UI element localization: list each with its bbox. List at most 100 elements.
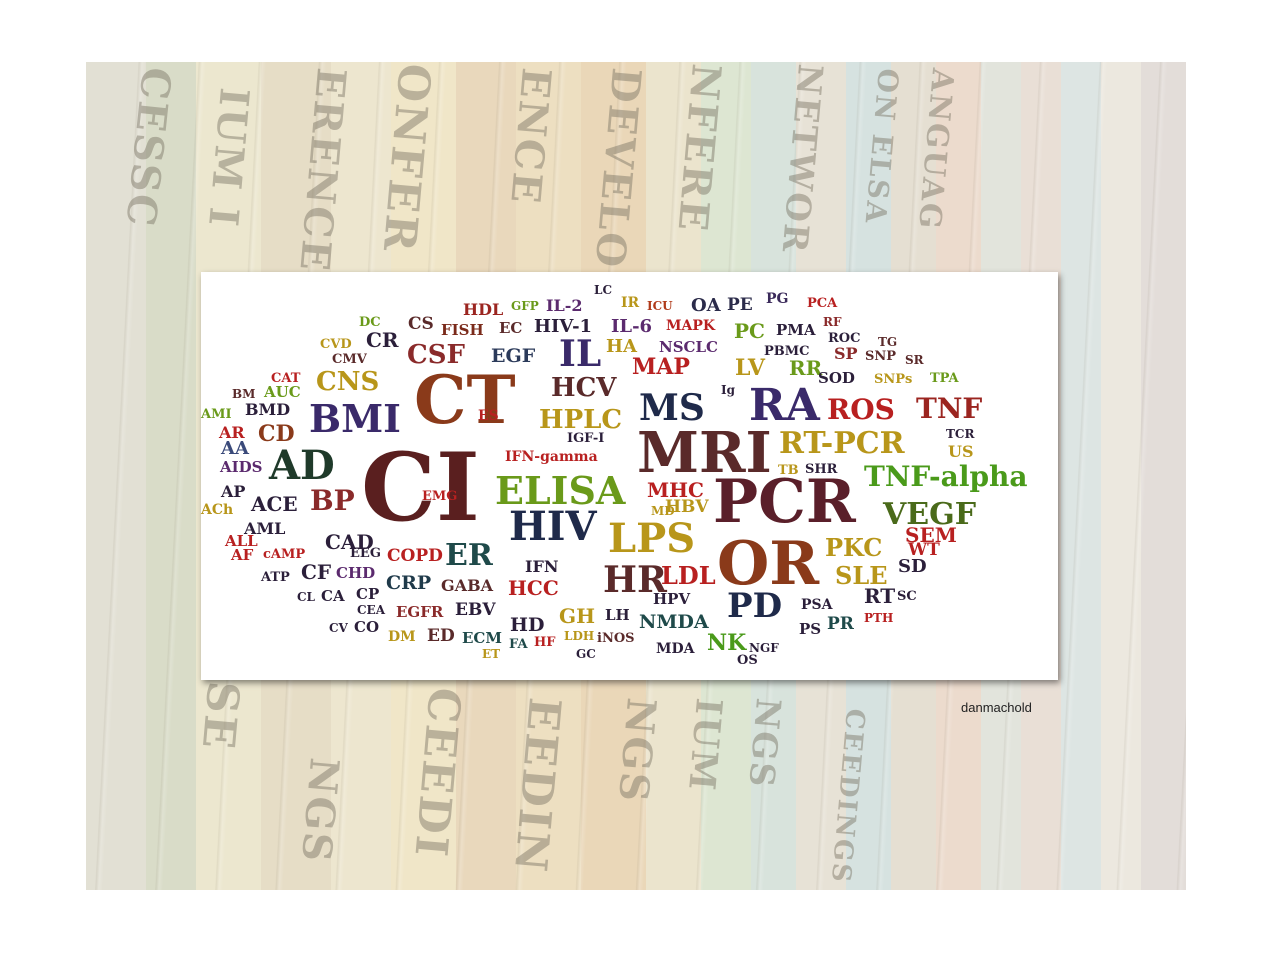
word-cloud-term: CS [408, 314, 434, 334]
word-cloud-term: GABA [441, 576, 494, 595]
word-cloud-term: IFN-gamma [505, 449, 598, 465]
word-cloud-term: PTH [864, 611, 894, 625]
word-cloud-term: TB [778, 463, 799, 478]
word-cloud-term: SEM [905, 523, 957, 547]
word-cloud-term: SC [897, 589, 917, 604]
word-cloud-term: AP [221, 482, 246, 501]
word-cloud-term: LDL [661, 561, 716, 590]
word-cloud-term: RT [864, 584, 896, 608]
word-cloud-term: MS [639, 387, 705, 429]
word-cloud-term: IL-6 [611, 316, 653, 337]
word-cloud-term: PSA [801, 597, 833, 613]
word-cloud-term: HBV [665, 497, 709, 517]
word-cloud-term: IFN [525, 557, 559, 576]
word-cloud-term: US [948, 442, 974, 461]
word-cloud-term: CL [297, 590, 315, 604]
word-cloud-term: NGF [749, 641, 779, 655]
book-spine-text: NGS [608, 695, 665, 806]
word-cloud-term: NK [707, 630, 747, 656]
word-cloud-term: SP [834, 344, 858, 363]
word-cloud-term: EGF [491, 345, 536, 367]
word-cloud-term: ER [445, 538, 493, 573]
word-cloud-term: VEGF [883, 497, 977, 532]
word-cloud-term: CR [366, 328, 399, 352]
word-cloud-term: CAD [325, 530, 374, 554]
word-cloud-term: GH [559, 604, 595, 628]
word-cloud-term: HF [534, 635, 556, 650]
word-cloud-term: OS [737, 653, 758, 668]
word-cloud-term: EMG [422, 489, 458, 504]
word-cloud-term: HIV-1 [534, 316, 593, 337]
photo-credit: danmachold [961, 700, 1032, 715]
word-cloud-term: SD [898, 556, 927, 577]
word-cloud-term: AA [221, 438, 249, 459]
word-cloud-term: FISH [441, 321, 484, 339]
word-cloud-term: AUC [264, 383, 301, 401]
word-cloud-term: CF [301, 560, 332, 584]
word-cloud-term: BMI [309, 396, 401, 441]
word-cloud-term: ALL [225, 532, 258, 550]
word-cloud-term: NSCLC [659, 338, 718, 356]
word-cloud-term: HPV [653, 590, 691, 608]
word-cloud-term: GFP [511, 299, 539, 313]
word-cloud-term: CO [354, 618, 380, 636]
word-cloud-term: LDH [564, 629, 595, 643]
word-cloud-term: RF [823, 315, 842, 329]
word-cloud-term: CAT [271, 371, 301, 386]
word-cloud-term: AF [231, 546, 254, 564]
word-cloud-term: SHR [805, 462, 838, 477]
word-cloud-term: iNOS [597, 631, 635, 646]
word-cloud-term: TPA [930, 371, 959, 386]
word-cloud-term: HCV [551, 373, 617, 403]
word-cloud-term: AML [244, 519, 286, 538]
word-cloud-term: MAP [632, 354, 690, 380]
word-cloud-term: CA [321, 587, 345, 605]
word-cloud-term: SOD [818, 369, 855, 387]
word-cloud-term: CD [258, 421, 295, 447]
word-cloud-term: RA [749, 380, 820, 431]
word-cloud-term: AR [219, 423, 245, 442]
word-cloud-term: TCR [946, 427, 975, 441]
word-cloud-term: OA [691, 295, 721, 316]
word-cloud-term: AIDS [220, 458, 263, 476]
word-cloud-term: HA [606, 336, 637, 357]
word-cloud-term: ECM [462, 629, 502, 647]
word-cloud-card: LC HDL GFP IL-2 IR ICU OA PE PG PCA DC CS FISH EC HIV-… [201, 272, 1058, 680]
word-cloud-term: ACE [251, 492, 298, 516]
word-cloud-term: TG [878, 335, 898, 349]
word-cloud-term: SR [905, 353, 924, 367]
word-cloud-term: MRI [637, 420, 772, 486]
word-cloud-term: MD [651, 504, 675, 518]
word-cloud-term: PMA [776, 321, 816, 339]
word-cloud-term: PS [799, 620, 822, 638]
word-cloud-term: PG [766, 291, 789, 307]
word-cloud-term: CEA [357, 603, 386, 617]
word-cloud-term: RT-PCR [779, 426, 905, 461]
word-cloud-term: BP [310, 484, 355, 517]
word-cloud-term: RR [789, 356, 823, 380]
word-cloud-term: CNS [316, 367, 380, 397]
word-cloud-term: HIV [509, 503, 597, 550]
word-cloud-term: OR [717, 529, 820, 599]
word-cloud-term: ICU [647, 299, 673, 313]
word-cloud-term: GC [576, 647, 596, 661]
word-cloud-term: AD [269, 442, 335, 489]
word-cloud-term: HPLC [539, 405, 623, 435]
word-cloud-term: LV [735, 355, 765, 381]
word-cloud-term: COPD [387, 546, 443, 566]
word-cloud-term: LPS [608, 515, 696, 562]
word-cloud-term: IL [559, 333, 602, 375]
word-cloud-term: IL-2 [546, 296, 583, 315]
word-cloud-term: HCC [508, 576, 559, 600]
word-cloud-term: ACh [201, 502, 234, 518]
word-cloud-term: LC [594, 283, 612, 297]
word-cloud-term: SNPs [874, 372, 913, 387]
word-cloud-term: SLE [835, 561, 888, 590]
word-cloud-term: CSF [407, 340, 465, 370]
word-cloud-term: DM [388, 629, 416, 645]
word-cloud-term: MAPK [666, 318, 716, 334]
word-cloud-term: LH [605, 606, 630, 624]
word-cloud-term: IR [621, 295, 640, 311]
word-cloud-term: CT [414, 361, 516, 439]
word-cloud-term: ED [427, 626, 455, 646]
